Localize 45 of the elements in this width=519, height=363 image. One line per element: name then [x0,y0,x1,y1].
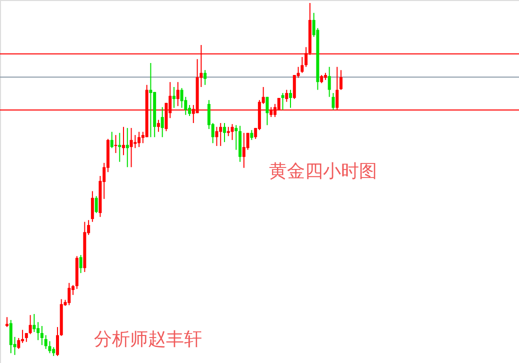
candlestick [160,106,164,138]
candlestick [222,122,226,143]
candlestick [289,89,292,108]
candlestick [36,322,40,341]
candlestick [234,124,238,150]
candlestick [90,190,94,222]
annotation: 黄金四小时图 [269,161,377,182]
candlestick [32,313,36,332]
candlestick [28,314,32,335]
candlestick [44,334,48,350]
candlestick [122,126,126,156]
annotation: 分析师赵丰轩 [94,329,202,350]
candlestick [328,66,331,98]
candlestick [242,132,246,168]
candlestick [215,126,218,146]
candlestick [156,119,160,132]
candlestick [172,86,176,108]
candlestick [134,134,137,149]
candlestick [110,131,114,149]
candlestick [285,89,288,102]
candlestick [281,92,284,110]
candlestick [332,92,335,110]
candlestick [6,316,8,328]
candlestick [130,127,133,168]
candlestick [250,130,254,140]
candlestick [94,196,98,214]
candlestick [219,122,222,146]
candlestick [176,82,180,107]
candlestick [9,319,12,354]
candlestick [230,124,234,140]
candlestick [118,132,122,162]
candlestick [126,127,129,168]
candlestick [226,126,230,137]
candlestick [68,282,71,306]
candlestick [292,74,296,100]
candlestick [204,70,207,86]
candlestick [340,70,342,90]
candlestick [266,96,269,126]
candlestick [56,326,59,356]
candlestick [138,131,141,148]
candlestick [79,254,82,274]
candlestick [149,62,152,138]
candlestick [40,325,44,346]
candlestick [114,134,118,154]
candlestick [17,337,20,350]
